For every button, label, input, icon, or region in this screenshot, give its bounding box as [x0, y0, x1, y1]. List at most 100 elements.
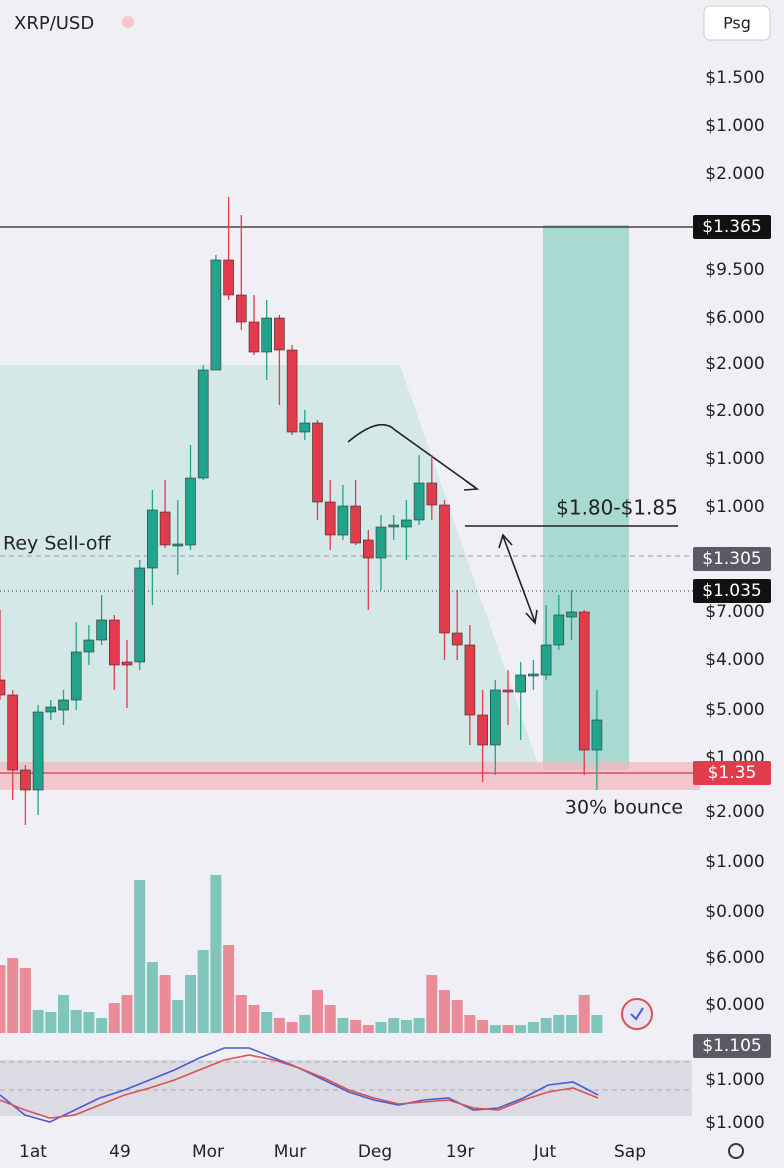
candle-body [578, 611, 590, 751]
volume-bar [210, 875, 222, 1033]
menu-button-label[interactable]: Psg [723, 14, 751, 33]
candle-body [7, 694, 18, 771]
candle-body [83, 639, 95, 653]
volume-bar [58, 995, 69, 1033]
y-axis-label: $7.000 [705, 602, 764, 622]
candle-body [337, 505, 349, 536]
y-axis-label: $9.500 [705, 260, 764, 280]
volume-bar [515, 1025, 527, 1033]
price-tag-label: $1.035 [702, 581, 761, 601]
volume-bar [45, 1012, 57, 1033]
candle-body [477, 714, 488, 746]
y-axis-label: $2.000 [705, 401, 764, 421]
menu-button[interactable] [703, 5, 771, 41]
candle-body [464, 644, 476, 716]
settings-icon[interactable] [728, 1143, 744, 1159]
candle-body [172, 543, 184, 547]
volume-bar [375, 1022, 387, 1033]
candle-body [70, 651, 82, 701]
arrow-head [463, 480, 480, 491]
volume-bar [261, 1012, 273, 1033]
volume-bar [108, 1003, 120, 1033]
volume-bar [426, 975, 438, 1033]
volume-bar [70, 1010, 82, 1033]
candle-body [401, 519, 412, 528]
candle-body [426, 482, 438, 506]
candle-body [261, 317, 273, 353]
sell-off-zone [0, 365, 540, 770]
support-band [0, 762, 700, 790]
candle-body [388, 524, 400, 528]
volume-bar [489, 1025, 501, 1033]
volume-bar [477, 1020, 489, 1033]
volume-bar [83, 1012, 95, 1033]
volume-bar [350, 1020, 362, 1033]
price-tag-label: $1.305 [702, 549, 761, 569]
candle-body [413, 482, 425, 521]
volume-bar [223, 945, 235, 1033]
volume-bar [464, 1015, 476, 1033]
x-axis-label: Jut [533, 1142, 557, 1162]
volume-bar [527, 1022, 539, 1033]
volume-bar [172, 1000, 184, 1033]
y-axis-label: $2.000 [705, 802, 764, 822]
candle-body [299, 422, 311, 433]
volume-bar [553, 1015, 565, 1033]
candle-body [312, 422, 323, 503]
candle-body [502, 689, 514, 693]
volume-bar [439, 990, 450, 1033]
volume-bar [0, 965, 6, 1033]
volume-bar [566, 1015, 577, 1033]
symbol-title: XRP/USD [14, 13, 94, 34]
volume-bar [299, 1015, 311, 1033]
volume-bar [451, 1000, 463, 1033]
y-axis-label: $0.000 [705, 902, 764, 922]
volume-bar [159, 975, 171, 1033]
alert-check [630, 1007, 644, 1021]
candle-body [362, 539, 374, 559]
candle-body [0, 679, 6, 696]
volume-bar [197, 950, 209, 1033]
candle-body [248, 321, 260, 353]
volume-bar [121, 995, 133, 1033]
y-axis-label: $6.000 [705, 308, 764, 328]
y-axis-label: $4.000 [705, 650, 764, 670]
volume-bar [7, 958, 19, 1033]
volume-bar [185, 975, 196, 1033]
price-tag-label: $1.35 [708, 763, 757, 783]
candle-body [553, 614, 565, 646]
double-arrow [498, 533, 538, 625]
candle-body [566, 611, 577, 618]
volume-bar [591, 1015, 603, 1033]
candle-body [159, 511, 171, 546]
candle-body [210, 259, 222, 371]
arrow [347, 423, 477, 489]
candle-body [236, 294, 247, 323]
volume-bar [19, 968, 31, 1033]
candle-body [32, 711, 44, 791]
volume-bar [324, 1005, 336, 1033]
volume-bar [413, 1018, 425, 1033]
volume-bar [273, 1018, 285, 1033]
candle-body [439, 504, 450, 634]
y-axis-label: $1.000 [705, 497, 764, 517]
y-axis-label: $2.000 [705, 164, 764, 184]
x-axis-label: Deg [358, 1142, 392, 1162]
volume-bar [337, 1018, 349, 1033]
price-tag [693, 547, 771, 571]
candle-body [350, 505, 361, 544]
volume-bar [235, 995, 247, 1033]
candle-body [451, 632, 463, 646]
alert-icon[interactable] [621, 998, 653, 1030]
y-axis-label: $1.000 [705, 1070, 764, 1090]
price-tag [693, 579, 771, 603]
volume-bar [96, 1018, 108, 1033]
y-axis-label: $0.000 [705, 995, 764, 1015]
candle-body [591, 719, 603, 751]
volume-bar [312, 990, 323, 1033]
price-tag-label: $1.365 [702, 217, 761, 237]
candle-body [375, 526, 387, 559]
y-axis-label: $6.000 [705, 948, 764, 968]
volume-bar [540, 1018, 552, 1033]
